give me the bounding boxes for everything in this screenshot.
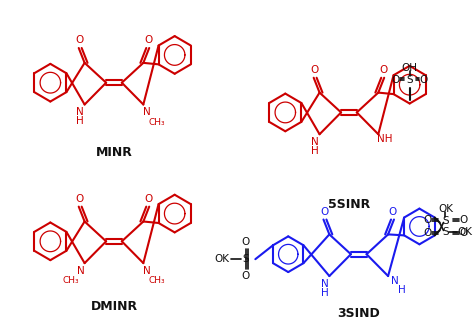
Text: O: O (241, 271, 250, 281)
Text: O: O (310, 65, 319, 75)
Text: 5SINR: 5SINR (328, 198, 370, 211)
Text: O: O (144, 35, 152, 45)
Text: O: O (424, 229, 432, 238)
Text: O: O (75, 35, 84, 45)
Text: N: N (391, 276, 399, 286)
Text: DMINR: DMINR (91, 300, 137, 313)
Text: N: N (76, 108, 83, 117)
Text: O: O (459, 229, 467, 238)
Text: O: O (75, 194, 84, 204)
Text: OK: OK (215, 254, 229, 264)
Text: CH₃: CH₃ (149, 276, 165, 286)
Text: H: H (320, 288, 328, 298)
Text: NH: NH (377, 134, 393, 144)
Text: OH: OH (401, 63, 418, 73)
Text: H: H (311, 146, 319, 156)
Text: O: O (419, 75, 428, 85)
Text: O: O (241, 237, 250, 247)
Text: N: N (320, 279, 328, 289)
Text: S: S (442, 228, 449, 237)
Text: N: N (143, 266, 151, 276)
Text: O: O (389, 207, 397, 216)
Text: S: S (442, 215, 449, 226)
Text: O: O (459, 215, 467, 225)
Text: S: S (406, 75, 413, 85)
Text: H: H (76, 116, 83, 126)
Text: CH₃: CH₃ (63, 276, 79, 286)
Text: O: O (320, 207, 328, 216)
Text: N: N (311, 137, 319, 147)
Text: S: S (242, 254, 249, 264)
Text: O: O (144, 194, 152, 204)
Text: O: O (379, 65, 387, 75)
Text: OK: OK (457, 228, 473, 237)
Text: H: H (398, 285, 406, 295)
Text: MINR: MINR (96, 146, 132, 158)
Text: O: O (392, 75, 400, 85)
Text: OK: OK (438, 204, 453, 214)
Text: N: N (77, 266, 84, 276)
Text: 3SIND: 3SIND (337, 307, 380, 320)
Text: CH₃: CH₃ (149, 118, 165, 127)
Text: N: N (143, 108, 151, 117)
Text: O: O (424, 215, 432, 225)
